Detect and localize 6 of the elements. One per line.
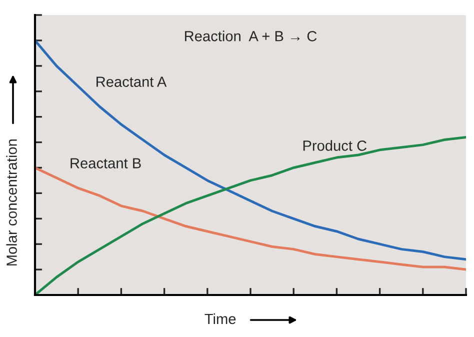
x-axis-title: Time [204,313,236,324]
series-label: Reactant B [70,158,141,168]
y-axis-title: Molar concentration [6,140,17,266]
series-label: Reactant A [96,76,167,87]
series-label: Product C [303,140,367,151]
annotation: Reaction A + B → C [185,30,317,42]
